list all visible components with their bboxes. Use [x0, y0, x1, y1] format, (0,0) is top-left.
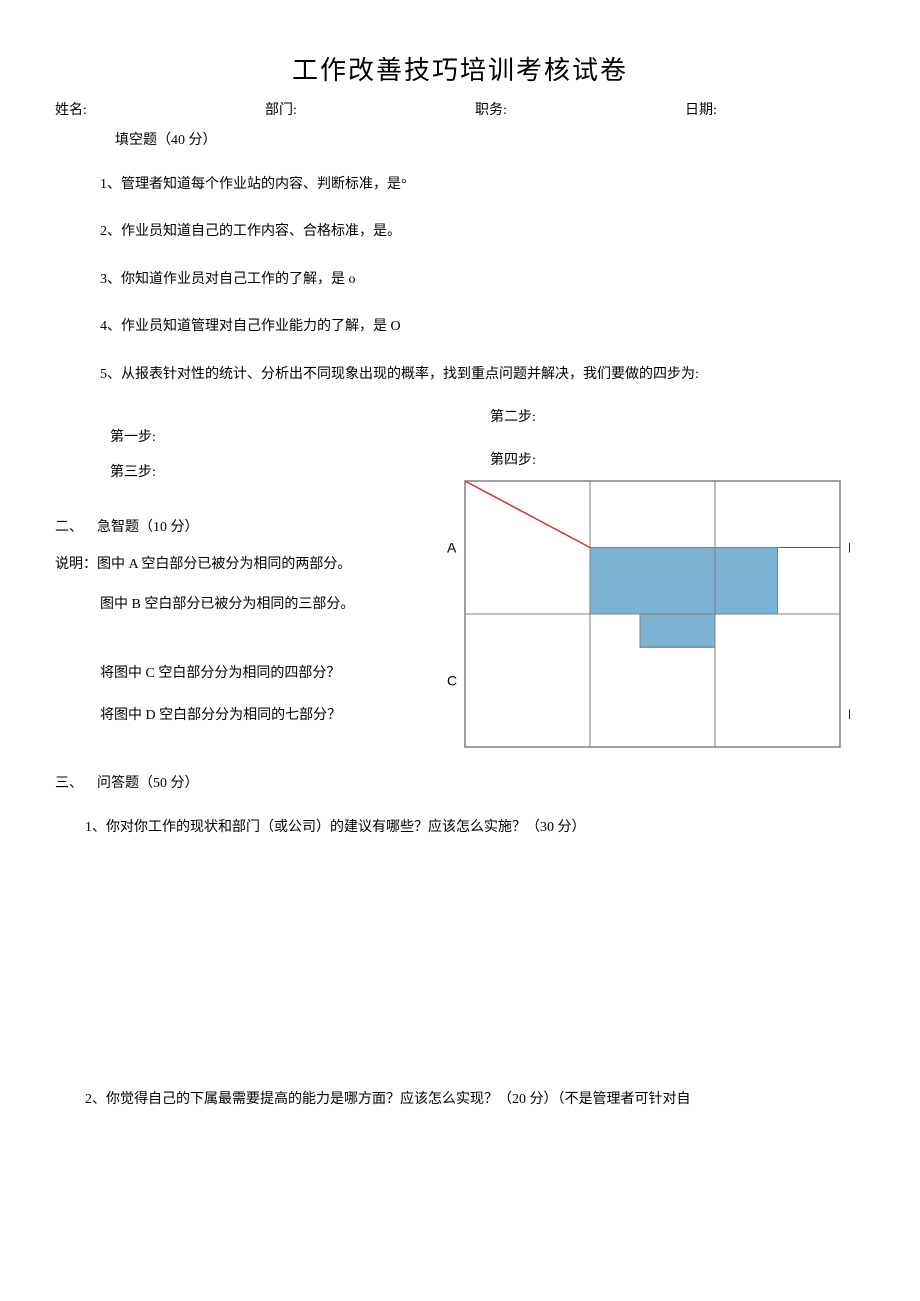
step-1: 第一步: — [110, 426, 156, 446]
question-5: 5、从报表针对性的统计、分析出不同现象出现的概率，找到重点问题并解决，我们要做的… — [100, 364, 865, 386]
diagram-wrapper: A B C D — [430, 476, 850, 771]
task-2: 将图中 D 空白部分分为相同的七部分？ — [100, 704, 425, 724]
section3-q1: 1、你对你工作的现状和部门（或公司）的建议有哪些？应该怎么实施？（30 分） — [85, 817, 865, 839]
question-4: 4、作业员知道管理对自己作业能力的了解，是 O — [100, 316, 865, 338]
section3-header: 三、 问答题（50 分） — [55, 772, 865, 792]
section2-text: 二、 急智题（10 分） 说明：图中 A 空白部分已被分为相同的两部分。 图中 … — [55, 506, 425, 742]
step-4: 第四步: — [490, 449, 536, 469]
position-field: 职务: — [475, 99, 685, 119]
header-row: 姓名: 部门: 职务: 日期: — [55, 99, 865, 119]
step-2: 第二步: — [490, 406, 536, 426]
section2-header: 二、 急智题（10 分） — [55, 516, 425, 536]
explain-2: 图中 B 空白部分已被分为相同的三部分。 — [100, 594, 425, 616]
name-field: 姓名: — [55, 99, 265, 119]
date-field: 日期: — [685, 99, 835, 119]
question-1: 1、管理者知道每个作业站的内容、判断标准，是° — [100, 174, 865, 196]
section1-header: 填空题（40 分） — [115, 129, 865, 149]
task-1: 将图中 C 空白部分分为相同的四部分？ — [100, 662, 425, 682]
puzzle-diagram: A B C D — [430, 476, 850, 766]
section1-questions: 1、管理者知道每个作业站的内容、判断标准，是° 2、作业员知道自己的工作内容、合… — [100, 174, 865, 386]
svg-text:A: A — [447, 539, 457, 555]
step-3: 第三步: — [110, 461, 156, 481]
question-2: 2、作业员知道自己的工作内容、合格标准，是。 — [100, 221, 865, 243]
section3-q2: 2、你觉得自己的下属最需要提高的能力是哪方面？应该怎么实现？（20 分）（不是管… — [85, 1089, 865, 1111]
svg-text:C: C — [447, 672, 457, 688]
page-title: 工作改善技巧培训考核试卷 — [55, 50, 865, 87]
dept-field: 部门: — [265, 99, 475, 119]
svg-text:D: D — [848, 706, 850, 722]
question-3: 3、你知道作业员对自己工作的了解，是 o — [100, 269, 865, 291]
steps-container: 第一步: 第二步: 第三步: 第四步: — [110, 411, 865, 486]
explain-1: 说明：图中 A 空白部分已被分为相同的两部分。 — [55, 554, 425, 576]
section2-container: 二、 急智题（10 分） 说明：图中 A 空白部分已被分为相同的两部分。 图中 … — [55, 506, 865, 742]
svg-text:B: B — [848, 539, 850, 555]
